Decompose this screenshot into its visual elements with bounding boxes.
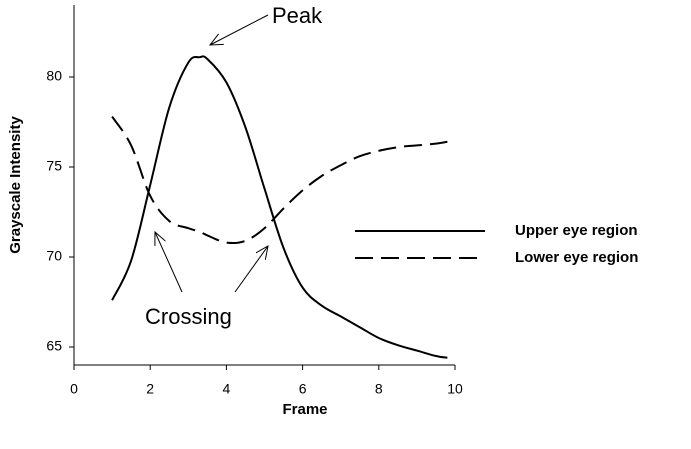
x-tick-label: 0 xyxy=(70,381,78,397)
series-line xyxy=(111,116,448,245)
x-tick-label: 2 xyxy=(146,381,154,397)
legend-label: Lower eye region xyxy=(515,249,638,266)
legend-label: Upper eye region xyxy=(515,222,638,239)
y-axis-label: Grayscale Intensity xyxy=(7,116,24,254)
y-tick-label: 75 xyxy=(46,158,62,174)
y-tick-label: 70 xyxy=(46,248,62,264)
annotation-arrow xyxy=(155,232,183,293)
x-tick-label: 10 xyxy=(447,381,463,397)
series-line xyxy=(111,55,448,359)
y-tick-label: 80 xyxy=(46,68,62,84)
x-axis-label: Frame xyxy=(282,401,327,418)
x-tick-label: 8 xyxy=(375,381,383,397)
x-tick-label: 4 xyxy=(223,381,231,397)
annotation: Peak xyxy=(272,3,323,28)
annotation: Crossing xyxy=(145,304,232,329)
y-tick-label: 65 xyxy=(46,338,62,354)
x-tick-label: 6 xyxy=(299,381,307,397)
annotation-arrow xyxy=(210,14,269,45)
annotation-arrow xyxy=(234,246,268,293)
